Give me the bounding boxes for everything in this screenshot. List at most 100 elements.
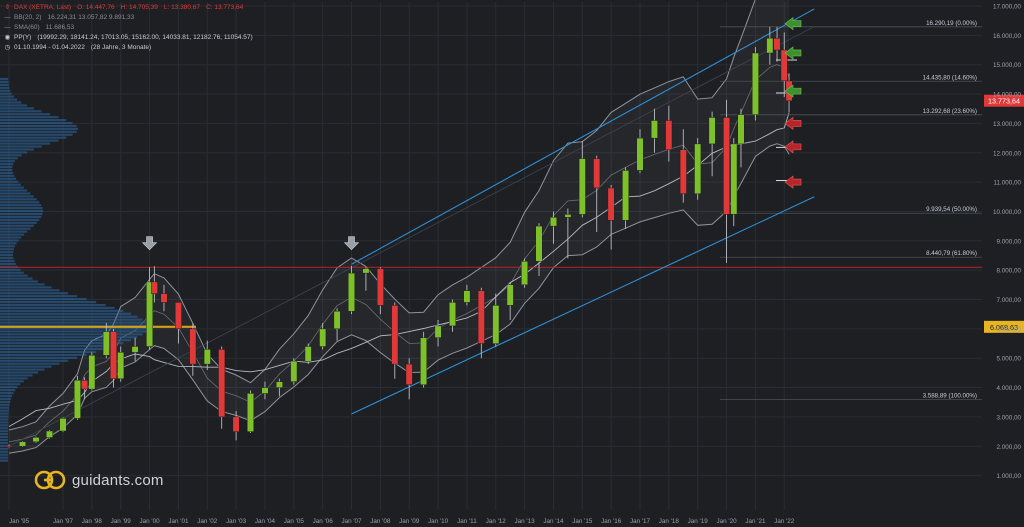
candle-body[interactable] — [622, 170, 630, 221]
candle-body[interactable] — [232, 416, 240, 432]
candle-body[interactable] — [651, 120, 658, 139]
candle-body[interactable] — [506, 284, 514, 306]
candle-body[interactable] — [46, 430, 53, 438]
candle-body[interactable] — [333, 311, 341, 330]
volume-profile-bar — [0, 233, 25, 236]
brand[interactable]: guidants.com — [33, 469, 164, 491]
candle-body[interactable] — [773, 38, 781, 51]
candle-body[interactable] — [150, 281, 158, 294]
volume-profile-bar — [0, 77, 9, 81]
volume-profile-bar — [0, 80, 9, 84]
candle-body[interactable] — [189, 328, 197, 365]
candle-body[interactable] — [276, 381, 283, 388]
candle-body[interactable] — [73, 380, 81, 419]
green-left-arrow-icon — [784, 84, 802, 98]
legend-bb-row[interactable]: — BB(20, 2) 16.224,31 13.057,82 9.891,33 — [3, 13, 253, 23]
volume-profile-bar — [0, 450, 8, 453]
candle-body[interactable] — [434, 325, 442, 338]
candle-body[interactable] — [218, 349, 226, 418]
candle-body[interactable] — [420, 337, 427, 385]
x-axis-tick-label: Jan '16 — [601, 518, 622, 525]
plot-area[interactable] — [0, 0, 982, 510]
volume-profile-bar — [0, 174, 15, 177]
candle-body[interactable] — [737, 114, 745, 145]
volume-profile-bar — [0, 283, 45, 286]
candle-body[interactable] — [362, 268, 370, 274]
x-axis-tick-label: Jan '09 — [399, 518, 420, 525]
fibonacci-levels: 16.290,19 (0.00%) 14.435,80 (14.60%) 13.29… — [720, 20, 982, 401]
volume-profile-bar — [0, 83, 9, 86]
candle-body[interactable] — [564, 214, 572, 218]
candle-body[interactable] — [117, 352, 125, 379]
candle-body[interactable] — [102, 331, 110, 356]
candle-body[interactable] — [593, 158, 601, 189]
candle-body[interactable] — [694, 143, 702, 194]
candle-body[interactable] — [32, 437, 40, 442]
candle-body[interactable] — [780, 49, 788, 81]
volume-profile-bar — [0, 330, 146, 333]
candle-body[interactable] — [723, 117, 731, 215]
candle-body[interactable] — [405, 363, 413, 385]
candle-body[interactable] — [665, 120, 673, 150]
green-left-arrow-icon — [784, 17, 802, 31]
candle-body[interactable] — [535, 225, 543, 262]
poc-price-tag[interactable]: 6.068,63 — [984, 320, 1024, 333]
legend-pp-row[interactable]: ◉ PP(Y) (19992.29, 18141.24, 17013.05, 1… — [3, 33, 253, 43]
candle-body[interactable] — [319, 328, 327, 347]
legend-sma-row[interactable]: — SMA(60) 11.686,53 — [3, 23, 253, 33]
candle-body[interactable] — [578, 158, 586, 215]
candle-body[interactable] — [377, 268, 384, 306]
candle-body[interactable] — [304, 346, 312, 362]
volume-profile-bar — [0, 209, 43, 213]
volume-profile-bar — [0, 183, 21, 186]
candle-body[interactable] — [766, 38, 774, 54]
volume-profile-bar — [0, 418, 9, 421]
candle-body[interactable] — [88, 355, 96, 390]
candle-body[interactable] — [348, 272, 355, 312]
channel-upper-line[interactable] — [351, 8, 815, 265]
candle-body[interactable] — [492, 305, 500, 344]
candle-body[interactable] — [521, 261, 529, 285]
candle-body[interactable] — [160, 293, 168, 303]
candle-body[interactable] — [679, 149, 687, 195]
volume-profile-bar — [0, 459, 8, 462]
candle-body[interactable] — [110, 331, 117, 379]
last-price-tag[interactable]: 13.773,64 — [984, 94, 1024, 107]
candle-body[interactable] — [730, 143, 738, 215]
candle-body[interactable] — [59, 418, 67, 432]
volume-profile-bar — [0, 163, 14, 166]
candle-body[interactable] — [19, 441, 26, 447]
guidants-logo-icon — [34, 470, 66, 490]
candle-body[interactable] — [708, 117, 716, 145]
candle-body[interactable] — [463, 290, 471, 303]
candle-body[interactable] — [131, 346, 139, 353]
channel-lower-line[interactable] — [351, 196, 815, 415]
candle-body[interactable] — [146, 281, 153, 347]
legend-range-row[interactable]: ◷ 01.10.1994 - 01.04.2022 (28 Jahre, 3 M… — [3, 43, 253, 53]
x-axis-tick-label: Jan '18 — [659, 518, 680, 525]
channel-middle-line[interactable] — [8, 26, 815, 447]
y-axis-tick-label: 16.000,00 — [993, 33, 1022, 40]
candle-body[interactable] — [449, 302, 456, 327]
volume-profile-bar — [0, 424, 9, 427]
candle-body[interactable] — [607, 187, 615, 221]
candle-body[interactable] — [81, 380, 89, 390]
bollinger-upper-band[interactable] — [8, 0, 789, 431]
legend-instrument-row[interactable]: ⇕ DAX (XETRA, Last) O: 14.447,76 H: 14.7… — [3, 3, 253, 13]
candle-body[interactable] — [247, 393, 254, 432]
volume-profile-bar — [0, 192, 31, 195]
candle-body[interactable] — [636, 137, 644, 171]
candle-body[interactable] — [752, 52, 759, 115]
clock-icon: ◷ — [4, 44, 11, 51]
volume-profile-bar — [0, 383, 21, 386]
candle-body[interactable] — [550, 217, 557, 227]
candle-body[interactable] — [203, 349, 211, 365]
candle-body[interactable] — [290, 360, 298, 382]
candle-body[interactable] — [477, 290, 485, 344]
candle-body[interactable] — [261, 387, 269, 394]
candle-body[interactable] — [174, 302, 182, 329]
candle-body[interactable] — [5, 446, 13, 448]
y-axis: 1.000,00 2.000,00 3.000,00 4.000,00 5.000,00… — [993, 4, 1022, 481]
candle-body[interactable] — [391, 305, 399, 365]
